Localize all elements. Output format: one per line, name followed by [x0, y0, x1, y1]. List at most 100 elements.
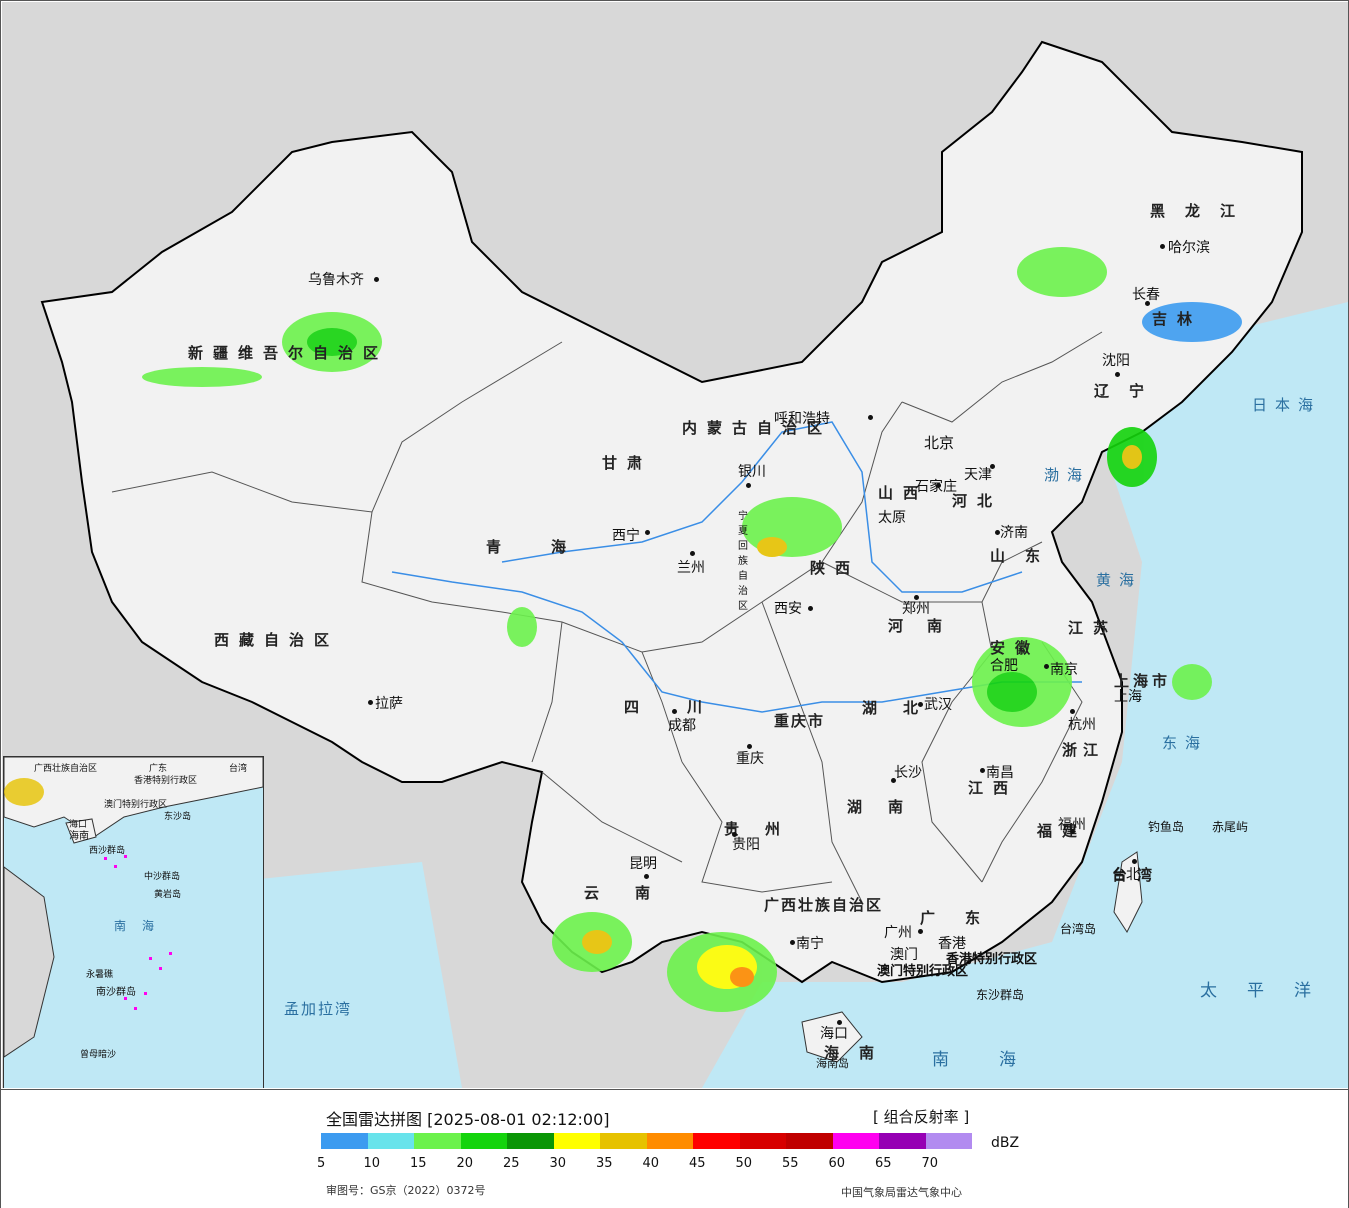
scale-tick-label: 25	[503, 1156, 520, 1171]
region-qinghai: 青海	[486, 538, 617, 556]
inset-macau: 澳门特别行政区	[104, 800, 168, 810]
label-taiwan-island: 台湾岛	[1060, 922, 1097, 936]
sea-bohai: 渤海	[1044, 466, 1091, 484]
city-nanjing: 南京	[1050, 662, 1078, 678]
region-xizang: 西藏自治区	[214, 631, 340, 649]
city-tianjin: 天津	[964, 467, 992, 483]
city-hongkong: 香港	[938, 936, 966, 952]
inset-dongsha: 东沙岛	[164, 812, 192, 822]
region-hubei: 湖北	[862, 699, 945, 717]
scale-tick-label: 50	[735, 1156, 753, 1171]
south-china-sea-inset: 广西壮族自治区 广东 台湾 香港特别行政区 澳门特别行政区 东沙岛 海口 海南 …	[3, 756, 264, 1088]
city-dot	[990, 464, 995, 469]
scale-tick-label: 15	[410, 1156, 427, 1171]
city-dot	[732, 832, 737, 837]
city-dot	[645, 530, 650, 535]
scale-tick-label: 55	[782, 1156, 799, 1171]
sea-japan: 日本海	[1252, 396, 1322, 414]
region-shandong: 山东	[990, 547, 1061, 565]
city-wuhan: 武汉	[924, 697, 952, 713]
scale-swatch	[739, 1133, 786, 1149]
city-dot	[868, 415, 873, 420]
sea-pacific: 太平洋	[1200, 981, 1341, 1001]
city-dot	[368, 700, 373, 705]
scale-swatch	[646, 1133, 693, 1149]
region-gansu: 甘肃	[602, 454, 653, 472]
city-dot	[995, 530, 1000, 535]
city-xian: 西安	[774, 601, 802, 617]
city-lhasa: 拉萨	[375, 696, 403, 712]
credit-center: 中国气象局雷达气象中心	[841, 1186, 962, 1199]
legend-unit: dBZ	[991, 1135, 1020, 1151]
scale-swatch	[693, 1133, 740, 1149]
city-dot	[808, 606, 813, 611]
city-dot	[790, 940, 795, 945]
scale-swatch	[832, 1133, 879, 1149]
region-zhejiang: 浙江	[1062, 741, 1105, 759]
region-hongkong: 香港特别行政区	[946, 952, 1038, 967]
city-fuzhou: 福州	[1058, 817, 1086, 833]
city-changsha: 长沙	[894, 765, 922, 781]
city-guiyang: 贵阳	[732, 837, 760, 853]
radar-echoes	[142, 247, 1242, 1012]
radar-map: 新疆维吾尔自治区 西藏自治区 青海 甘肃 内蒙古自治区 黑龙江 吉林 辽宁 河北…	[2, 2, 1348, 1088]
label-diaoyu: 钓鱼岛	[1148, 820, 1185, 834]
inset-yongshu: 永暑礁	[86, 970, 114, 980]
scale-tick-label: 5	[317, 1156, 326, 1171]
sea-bengal: 孟加拉湾	[284, 1000, 353, 1018]
region-hunan: 湖南	[847, 798, 930, 816]
inset-huangyan: 黄岩岛	[154, 890, 182, 900]
city-nanning: 南宁	[796, 936, 824, 952]
city-lanzhou: 兰州	[677, 560, 705, 576]
china-land	[40, 40, 1303, 984]
region-jiangxi: 江西	[968, 779, 1019, 797]
city-dot	[1115, 372, 1120, 377]
region-yunnan: 云南	[584, 884, 687, 902]
inset-south-sea: 南海	[114, 919, 171, 933]
city-taiyuan: 太原	[878, 510, 906, 526]
scale-tick-label: 35	[596, 1156, 613, 1171]
region-macau: 澳门特别行政区	[877, 964, 969, 979]
city-yinchuan: 银川	[738, 464, 766, 480]
scale-tick-label: 65	[875, 1156, 892, 1171]
city-taipei: 台北	[1112, 867, 1140, 883]
pacific-sea	[702, 302, 1348, 1088]
region-shanghai: 上海市	[1114, 672, 1172, 690]
region-shanxi: 山西	[878, 484, 929, 502]
sea-south: 南海	[932, 1050, 1066, 1070]
region-guangxi: 广西壮族自治区	[764, 896, 884, 914]
region-sichuan: 四川	[624, 698, 751, 716]
city-jinan: 济南	[1000, 525, 1028, 541]
city-dot	[936, 483, 941, 488]
city-urumqi: 乌鲁木齐	[308, 272, 364, 288]
region-jiangsu: 江苏	[1068, 619, 1119, 637]
scale-tick-label: 30	[549, 1156, 567, 1171]
city-shijiazhuang: 石家庄	[915, 479, 957, 495]
city-dot	[914, 595, 919, 600]
city-hefei: 合肥	[990, 658, 1018, 674]
scale-swatch	[507, 1133, 554, 1149]
city-kunming: 昆明	[629, 856, 657, 872]
scale-swatch	[414, 1133, 461, 1149]
sea-yellow: 黄海	[1096, 571, 1143, 589]
map-canvas	[40, 40, 1348, 1088]
city-nanchang: 南昌	[986, 765, 1014, 781]
inset-hainan: 海南	[69, 831, 89, 842]
scale-swatch	[786, 1133, 833, 1149]
inset-guangdong: 广东	[149, 764, 168, 774]
scale-swatch	[553, 1133, 600, 1149]
scale-swatch	[460, 1133, 507, 1149]
scale-swatch	[879, 1133, 926, 1149]
inset-haikou: 海口	[69, 820, 88, 830]
region-hainan: 海南	[824, 1044, 895, 1062]
city-dot	[1044, 664, 1049, 669]
inset-taiwan: 台湾	[229, 764, 248, 774]
city-harbin: 哈尔滨	[1168, 240, 1210, 256]
region-guizhou: 贵州	[724, 820, 807, 838]
scale-tick-label: 10	[363, 1156, 381, 1171]
scale-swatch	[600, 1133, 647, 1149]
city-dot	[747, 744, 752, 749]
region-guangdong: 广东	[920, 909, 1011, 927]
city-chongqing: 重庆	[736, 751, 764, 767]
